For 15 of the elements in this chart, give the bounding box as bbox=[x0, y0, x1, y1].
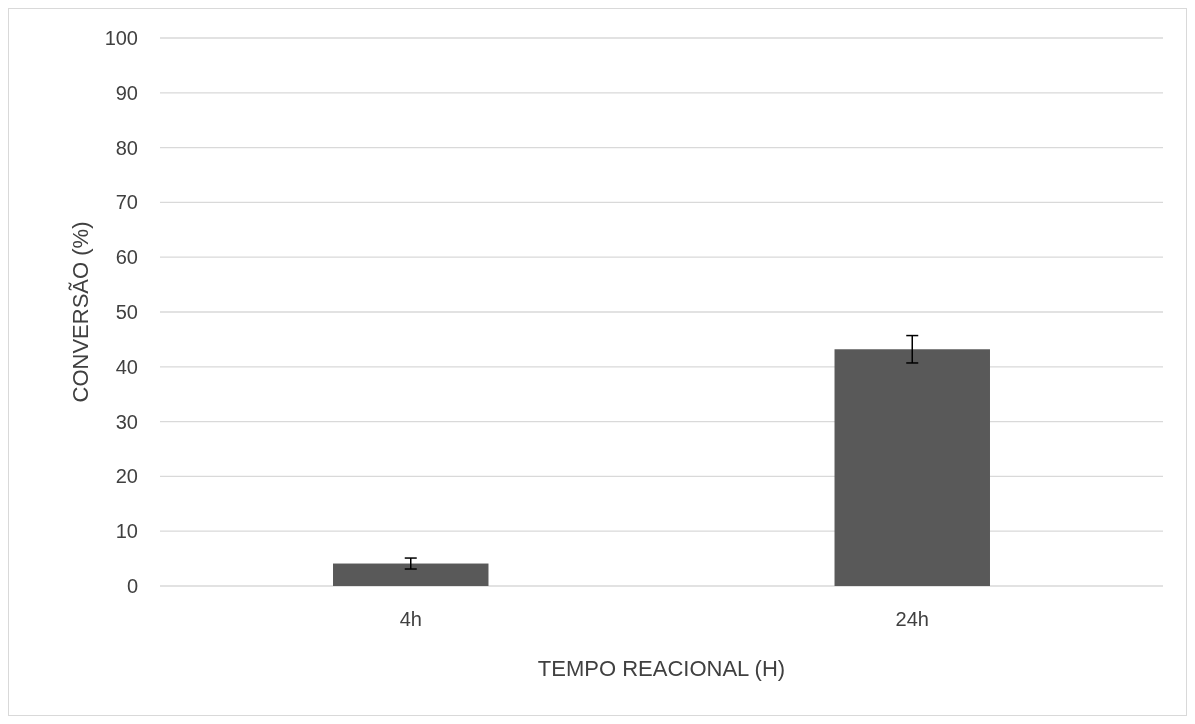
y-tick-label: 50 bbox=[115, 301, 138, 323]
y-tick-label: 100 bbox=[104, 27, 138, 49]
y-tick-label: 90 bbox=[115, 81, 138, 104]
x-axis-title: TEMPO REACIONAL (H) bbox=[537, 656, 786, 681]
y-tick-label: 10 bbox=[115, 520, 138, 543]
x-tick-label: 24h bbox=[895, 608, 929, 630]
y-tick-label: 20 bbox=[115, 465, 138, 488]
y-tick-label: 30 bbox=[115, 410, 138, 433]
x-tick-label: 4h bbox=[399, 608, 422, 630]
y-tick-label: 80 bbox=[115, 136, 138, 159]
y-tick-label: 70 bbox=[115, 191, 138, 214]
y-axis-title: CONVERSÃO (%) bbox=[68, 221, 93, 403]
y-tick-label: 40 bbox=[115, 355, 138, 378]
y-tick-label: 60 bbox=[115, 246, 138, 269]
y-tick-label: 0 bbox=[126, 575, 138, 597]
